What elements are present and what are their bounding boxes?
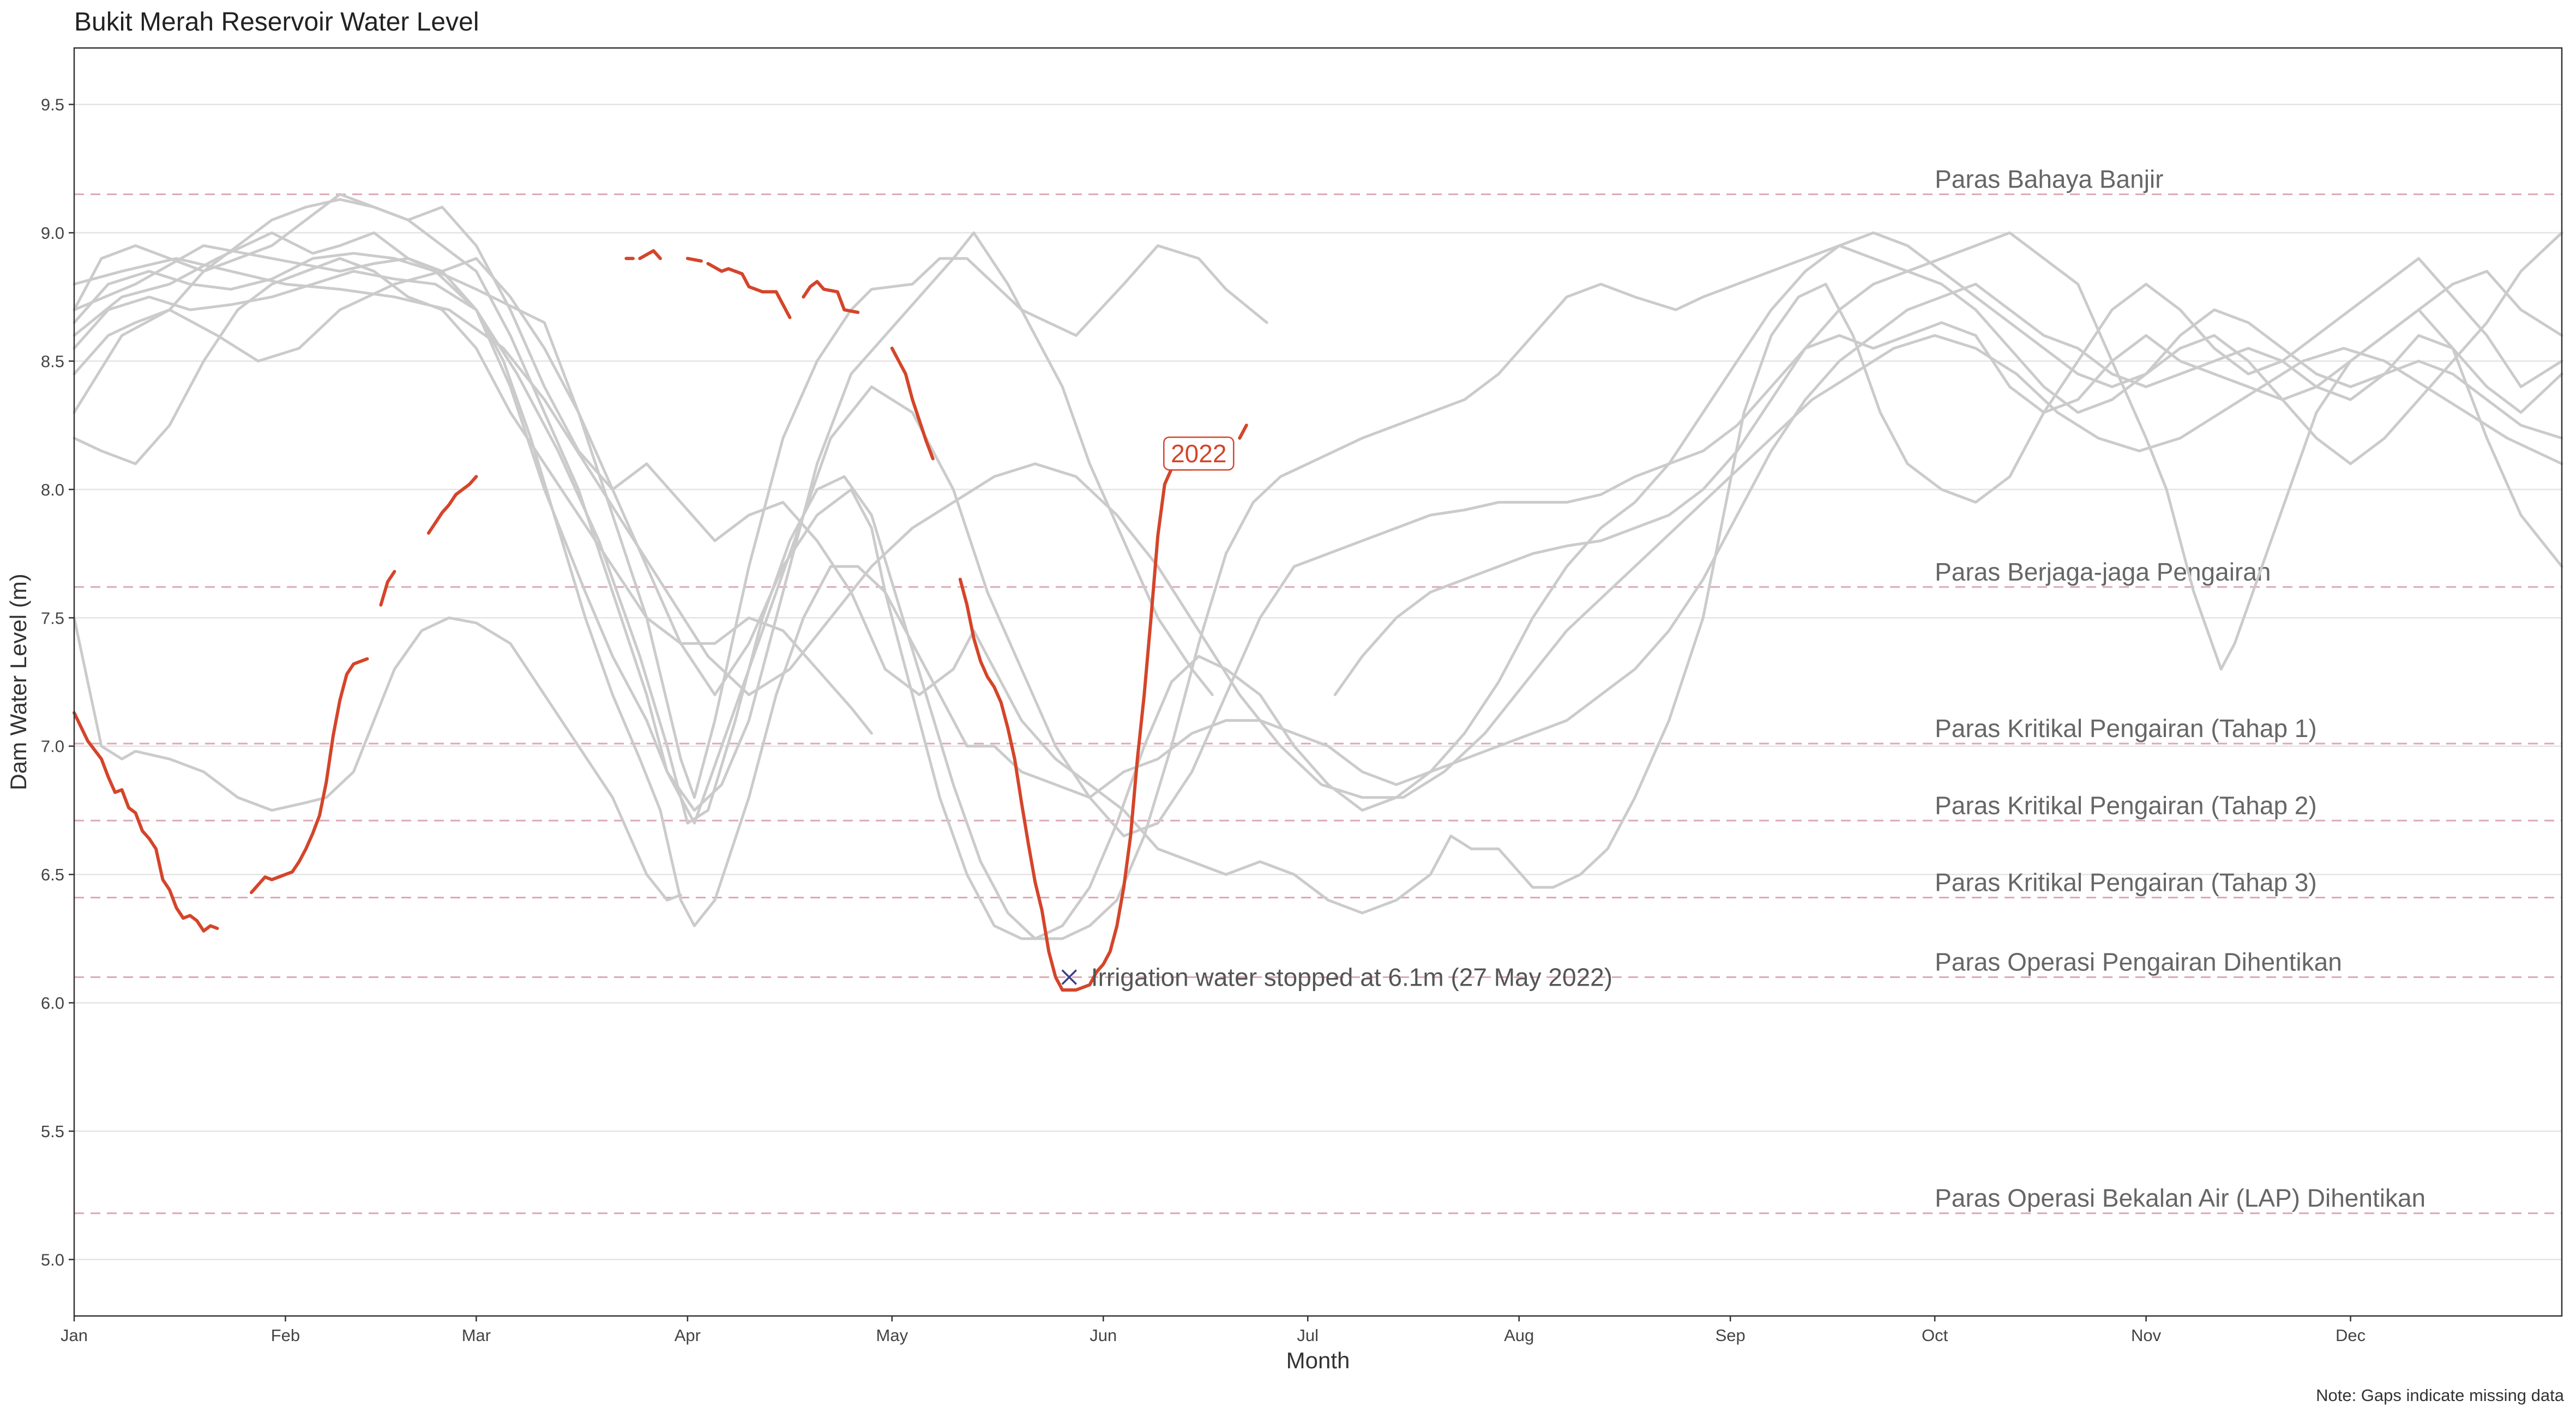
reference-line-label: Paras Kritikal Pengairan (Tahap 2): [1935, 791, 2317, 819]
series-line: [73, 192, 2563, 915]
series-line: [73, 257, 2563, 799]
y-axis-title: Dam Water Level (m): [5, 573, 31, 790]
highlight-series-line: [890, 346, 935, 461]
highlight-series-line: [802, 280, 860, 314]
x-tick-label: Nov: [2131, 1326, 2162, 1345]
x-tick-label: Aug: [1504, 1326, 1534, 1345]
y-tick-label: 9.0: [41, 224, 64, 243]
x-tick-label: Oct: [1922, 1326, 1948, 1345]
series-line: [73, 244, 1268, 799]
highlight-series: 2022: [73, 249, 1248, 992]
y-tick-label: 8.0: [41, 480, 64, 499]
series-line: [73, 616, 682, 902]
x-tick-label: Jul: [1297, 1326, 1319, 1345]
highlight-series-line: [426, 475, 478, 535]
x-tick-label: Dec: [2336, 1326, 2366, 1345]
y-tick-label: 5.0: [41, 1250, 64, 1269]
gridlines: [74, 104, 2562, 1260]
y-tick-label: 6.5: [41, 865, 64, 884]
highlight-series-line: [379, 570, 396, 607]
x-tick-label: Sep: [1716, 1326, 1746, 1345]
x-axis-title: Month: [1286, 1348, 1350, 1373]
series-line: [73, 257, 873, 735]
background-series: [73, 192, 2563, 940]
reference-line-label: Paras Operasi Pengairan Dihentikan: [1935, 947, 2342, 976]
highlight-series-line: [73, 711, 219, 933]
x-axis: Jan Feb Mar Apr May Jun Jul Aug Sep Oct Nov Dec: [61, 1316, 2366, 1345]
reference-line-label: Paras Bahaya Banjir: [1935, 165, 2163, 193]
y-tick-label: 7.0: [41, 737, 64, 756]
series-line: [73, 231, 2563, 940]
series-line: [1333, 270, 2563, 696]
x-tick-label: Feb: [271, 1326, 300, 1345]
series-line: [73, 198, 1214, 812]
y-tick-label: 9.5: [41, 95, 64, 114]
highlight-series-line: [1238, 424, 1248, 440]
annotations: Irrigation water stopped at 6.1m (27 May…: [1061, 963, 1612, 991]
y-tick-label: 8.5: [41, 352, 64, 371]
highlight-series-line: [250, 657, 369, 895]
y-tick-label: 5.5: [41, 1122, 64, 1141]
highlight-series-line: [706, 262, 792, 319]
annotation-marker: [1061, 969, 1078, 985]
reference-line-label: Paras Berjaga-jaga Pengairan: [1935, 558, 2271, 586]
highlight-series-line: [638, 249, 662, 261]
x-tick-label: May: [876, 1326, 908, 1345]
series-line: [73, 231, 2563, 940]
y-tick-label: 7.5: [41, 608, 64, 627]
plot-panel-border: [73, 47, 2563, 1317]
reference-line-label: Paras Kritikal Pengairan (Tahap 1): [1935, 714, 2317, 742]
annotation-text: Irrigation water stopped at 6.1m (27 May…: [1091, 963, 1612, 991]
highlight-series-line: [958, 467, 1194, 992]
x-tick-label: Jan: [61, 1326, 88, 1345]
reference-line-label: Paras Kritikal Pengairan (Tahap 3): [1935, 868, 2317, 897]
reference-line-label: Paras Operasi Bekalan Air (LAP) Dihentik…: [1935, 1184, 2425, 1212]
x-tick-label: Jun: [1090, 1326, 1117, 1345]
highlight-series-line: [685, 257, 703, 263]
y-axis: 5.0 5.5 6.0 6.5 7.0 7.5 8.0 8.5 9.0 9.5: [41, 95, 74, 1269]
series-line: [73, 231, 2563, 837]
y-tick-label: 6.0: [41, 994, 64, 1013]
reference-lines: Paras Bahaya Banjir Paras Berjaga-jaga Pe…: [74, 165, 2562, 1215]
x-tick-label: Mar: [462, 1326, 491, 1345]
highlight-label: 2022: [1171, 439, 1226, 468]
highlight-label-box: [1163, 436, 1235, 471]
caption-note: Note: Gaps indicate missing data: [2316, 1386, 2565, 1405]
chart-title: Bukit Merah Reservoir Water Level: [74, 8, 479, 37]
x-tick-label: Apr: [675, 1326, 701, 1345]
